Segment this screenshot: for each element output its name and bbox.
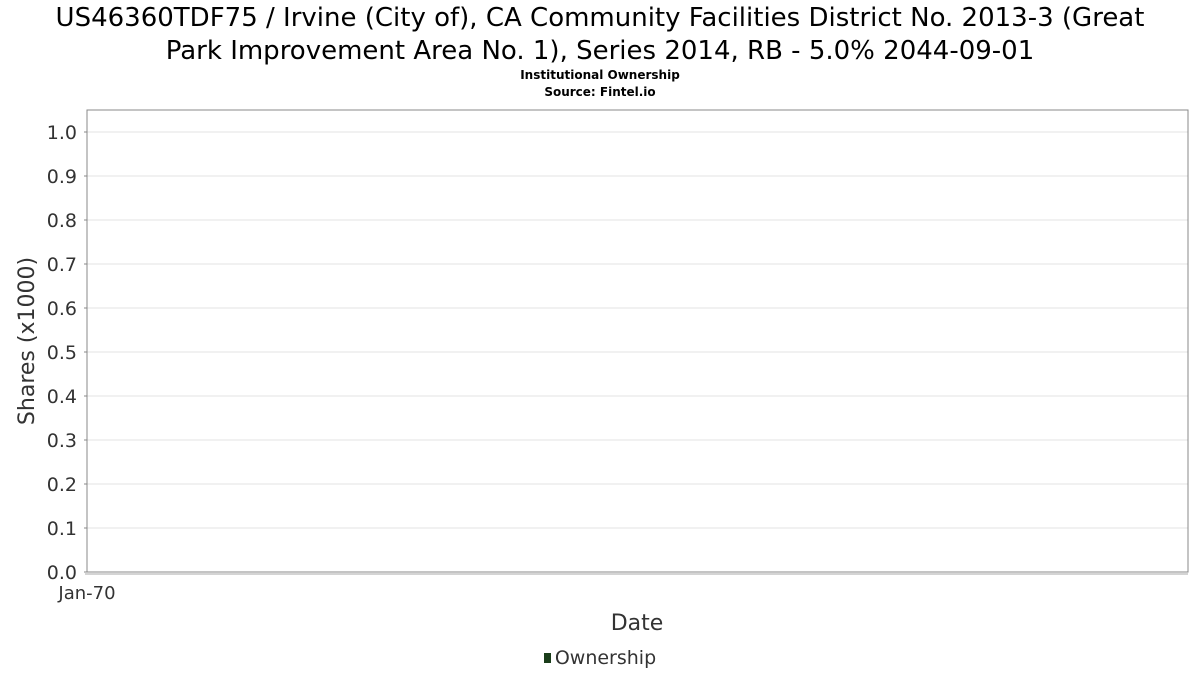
y-axis-label: Shares (x1000) bbox=[15, 257, 40, 425]
chart-title-line-2: Park Improvement Area No. 1), Series 201… bbox=[165, 36, 1035, 66]
y-tick-label: 1.0 bbox=[47, 122, 77, 144]
y-tick-label: 0.2 bbox=[47, 474, 77, 496]
plot-frame bbox=[86, 109, 1189, 573]
y-tick-label: 0.0 bbox=[47, 562, 77, 584]
legend-swatch-ownership bbox=[543, 653, 551, 663]
chart-plot: 0.0 0.1 0.2 0.3 0.4 0.5 0.6 0.7 0.8 0.9 1.0 Jan-70 D… bbox=[15, 109, 1189, 636]
y-tick-label: 0.4 bbox=[47, 386, 77, 408]
x-tick-label: Jan-70 bbox=[57, 583, 115, 604]
x-axis-label: Date bbox=[611, 611, 664, 636]
chart-title-line-1: US46360TDF75 / Irvine (City of), CA Comm… bbox=[55, 3, 1145, 33]
y-tick-label: 0.7 bbox=[47, 254, 77, 276]
chart-source: Source: Fintel.io bbox=[544, 85, 656, 99]
chart-legend: Ownership bbox=[0, 647, 1200, 669]
y-tick-label: 0.1 bbox=[47, 518, 77, 540]
chart-subtitle: Institutional Ownership bbox=[520, 68, 680, 82]
y-tick-label: 0.5 bbox=[47, 342, 77, 364]
y-tick-label: 0.8 bbox=[47, 210, 77, 232]
y-tick-label: 0.6 bbox=[47, 298, 77, 320]
y-tick-label: 0.3 bbox=[47, 430, 77, 452]
y-tick-label: 0.9 bbox=[47, 166, 77, 188]
legend-label-ownership: Ownership bbox=[554, 647, 657, 669]
